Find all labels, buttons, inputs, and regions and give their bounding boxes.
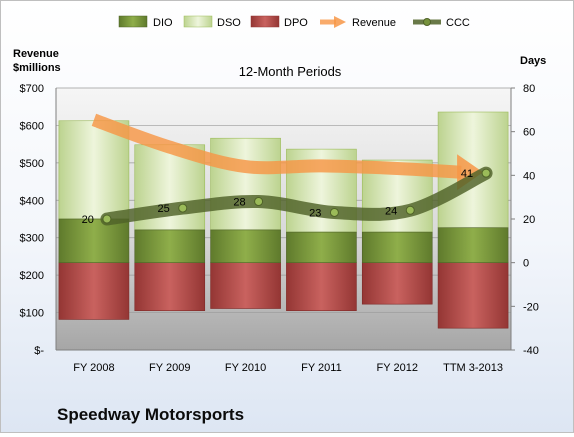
- ccc-data-label: 41: [461, 168, 473, 180]
- legend-swatch-dso: [183, 15, 213, 28]
- right-tick-label: 60: [523, 127, 535, 139]
- legend-line-ccc: [413, 18, 441, 26]
- ccc-point: [102, 214, 112, 224]
- left-tick-label: $500: [20, 158, 44, 170]
- legend-swatch-dio: [118, 15, 148, 28]
- bar-dpo: [437, 262, 509, 329]
- ccc-data-label: 20: [82, 214, 94, 226]
- legend-label-dpo: DPO: [284, 17, 308, 29]
- left-tick-label: $200: [20, 270, 44, 282]
- right-tick-label: 40: [523, 170, 535, 182]
- ccc-data-label: 23: [309, 207, 321, 219]
- ccc-line: [100, 166, 493, 226]
- bar-dpo: [58, 262, 130, 320]
- left-tick-label: $600: [20, 120, 44, 132]
- legend-arrow-revenue: [320, 16, 346, 28]
- bar-dpo: [286, 262, 357, 311]
- left-tick-label: $100: [20, 308, 44, 320]
- bar-dpo: [210, 262, 281, 309]
- legend-label-dio: DIO: [153, 17, 173, 29]
- ccc-point: [254, 197, 264, 207]
- bar-dio: [286, 231, 357, 263]
- bar-dio: [134, 229, 206, 263]
- ccc-point: [405, 205, 415, 215]
- left-tick-label: $400: [20, 195, 44, 207]
- bar-dio: [361, 231, 433, 263]
- legend-swatch-dpo: [250, 15, 280, 28]
- bar-dso: [58, 120, 130, 220]
- revenue-line: [91, 113, 462, 179]
- right-tick-label: 20: [523, 214, 535, 226]
- category-label: FY 2011: [301, 362, 342, 374]
- ccc-data-label: 28: [233, 197, 245, 209]
- left-axis-label-line2: $millions: [13, 62, 61, 74]
- bar-dio: [437, 227, 509, 263]
- right-tick-label: 0: [523, 258, 529, 270]
- ccc-point: [329, 207, 339, 217]
- legend-label-revenue: Revenue: [352, 17, 396, 29]
- ccc-data-label: 24: [385, 205, 397, 217]
- left-tick-label: $-: [34, 345, 44, 357]
- axis-layer: $- $100 $200 $300 $400 $500 $600 $700 -40 -20 0 20 4…: [20, 83, 539, 374]
- left-axis-label-line1: Revenue: [13, 48, 59, 60]
- ccc-data-label: 25: [158, 203, 170, 215]
- ccc-point: [481, 168, 491, 178]
- bar-dpo: [134, 262, 206, 311]
- company-name: Speedway Motorsports: [57, 405, 245, 424]
- ccc-point: [178, 203, 188, 213]
- category-label: TTM 3-2013: [443, 362, 503, 374]
- right-tick-label: -40: [523, 345, 539, 357]
- left-tick-label: $700: [20, 83, 44, 95]
- category-label: FY 2010: [225, 362, 266, 374]
- bars-layer: [58, 111, 509, 329]
- category-label: FY 2009: [149, 362, 190, 374]
- legend-label-dso: DSO: [217, 17, 241, 29]
- category-label: FY 2012: [377, 362, 418, 374]
- legend-label-ccc: CCC: [446, 17, 470, 29]
- left-tick-label: $300: [20, 233, 44, 245]
- ccc-layer: 20 25 28 23 24 41: [82, 166, 493, 226]
- right-tick-label: 80: [523, 83, 535, 95]
- legend: DIO DSO DPO Revenue CCC: [118, 15, 470, 29]
- bar-dio: [210, 229, 281, 263]
- right-tick-label: -20: [523, 301, 539, 313]
- bar-dso: [210, 137, 281, 231]
- category-label: FY 2008: [73, 362, 114, 374]
- bar-dpo: [361, 262, 433, 305]
- bar-dio: [58, 218, 130, 263]
- chart-title: 12-Month Periods: [239, 64, 342, 79]
- right-axis-label: Days: [520, 55, 546, 67]
